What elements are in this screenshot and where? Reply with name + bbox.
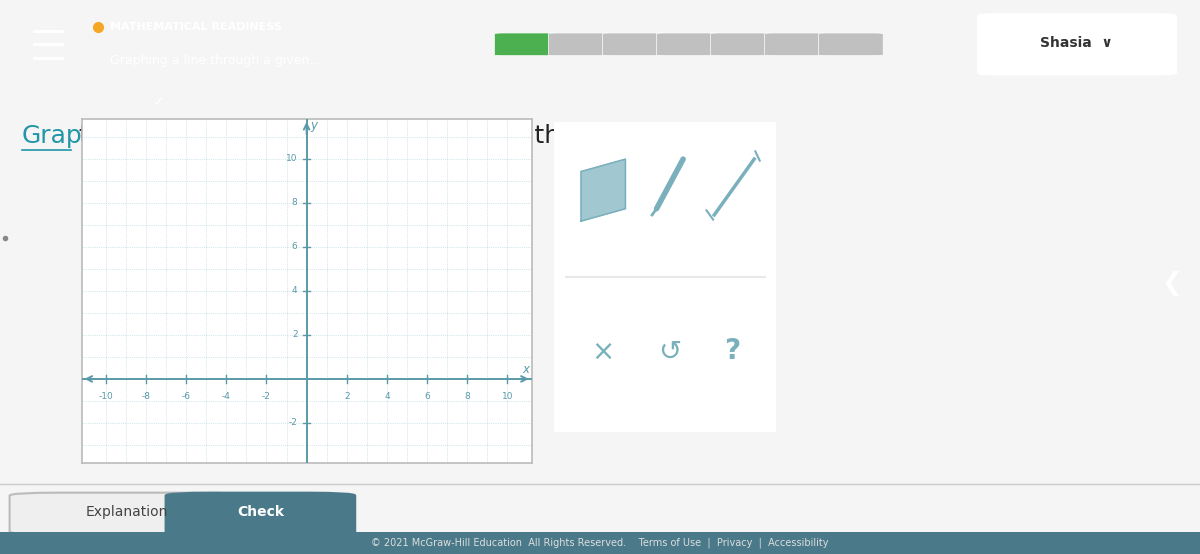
- Text: Explanation: Explanation: [85, 505, 168, 520]
- Text: 2: 2: [344, 392, 349, 401]
- FancyBboxPatch shape: [0, 532, 1200, 554]
- Text: 10: 10: [286, 154, 298, 163]
- FancyBboxPatch shape: [10, 493, 244, 535]
- Text: x: x: [522, 362, 529, 376]
- Text: the: the: [72, 124, 128, 148]
- Text: -2: -2: [262, 392, 271, 401]
- Text: -4: -4: [222, 392, 230, 401]
- Text: 6: 6: [292, 242, 298, 252]
- Text: Shasia  ∨: Shasia ∨: [1040, 35, 1112, 49]
- Text: ❮: ❮: [1162, 271, 1183, 296]
- FancyBboxPatch shape: [494, 33, 559, 55]
- Text: -6: -6: [181, 392, 191, 401]
- FancyBboxPatch shape: [764, 33, 829, 55]
- Text: 2: 2: [292, 330, 298, 340]
- Text: y: y: [310, 119, 317, 132]
- FancyBboxPatch shape: [166, 493, 355, 535]
- FancyBboxPatch shape: [548, 33, 613, 55]
- Text: −2 passing through the point (3, −3).: −2 passing through the point (3, −3).: [271, 124, 751, 148]
- Text: 4: 4: [292, 286, 298, 295]
- Text: 8: 8: [464, 392, 470, 401]
- Text: -2: -2: [289, 418, 298, 428]
- Text: ?: ?: [724, 337, 740, 366]
- Text: -10: -10: [98, 392, 113, 401]
- FancyBboxPatch shape: [978, 14, 1176, 74]
- FancyBboxPatch shape: [550, 116, 781, 438]
- Text: with: with: [161, 124, 230, 148]
- Text: ↺: ↺: [659, 337, 682, 366]
- Text: MATHEMATICAL READINESS: MATHEMATICAL READINESS: [110, 22, 282, 32]
- FancyBboxPatch shape: [710, 33, 775, 55]
- FancyBboxPatch shape: [602, 33, 667, 55]
- Text: 4: 4: [384, 392, 390, 401]
- Text: slope: slope: [221, 124, 288, 148]
- Text: line: line: [121, 124, 167, 148]
- Text: Check: Check: [236, 505, 284, 520]
- Text: 8: 8: [292, 198, 298, 207]
- FancyBboxPatch shape: [818, 33, 883, 55]
- Text: ✓: ✓: [152, 95, 164, 110]
- Text: © 2021 McGraw-Hill Education  All Rights Reserved.    Terms of Use  |  Privacy  : © 2021 McGraw-Hill Education All Rights …: [371, 537, 829, 548]
- FancyBboxPatch shape: [656, 33, 721, 55]
- Text: 10: 10: [502, 392, 514, 401]
- Text: ×: ×: [592, 337, 614, 366]
- Text: -8: -8: [142, 392, 150, 401]
- Text: Graph: Graph: [22, 124, 98, 148]
- Text: Graphing a line through a given...: Graphing a line through a given...: [110, 54, 322, 67]
- Polygon shape: [581, 159, 625, 221]
- Text: 6: 6: [425, 392, 430, 401]
